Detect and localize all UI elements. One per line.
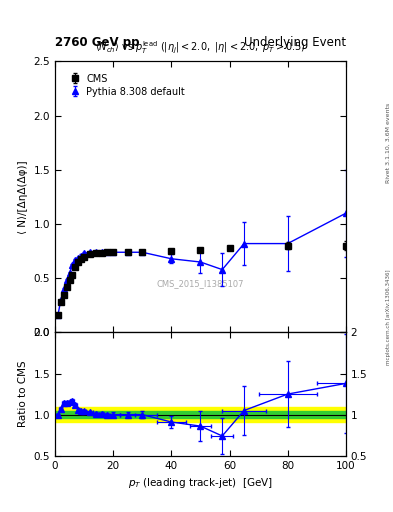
Legend: CMS, Pythia 8.308 default: CMS, Pythia 8.308 default bbox=[66, 72, 187, 98]
Y-axis label: Ratio to CMS: Ratio to CMS bbox=[18, 361, 28, 428]
Y-axis label: ⟨ N⟩/[ΔηΔ(Δφ)]: ⟨ N⟩/[ΔηΔ(Δφ)] bbox=[18, 160, 28, 234]
Bar bbox=[55, 411, 346, 418]
Text: CMS_2015_I1385107: CMS_2015_I1385107 bbox=[157, 279, 244, 288]
X-axis label: $p_T$ (leading track-jet)  [GeV]: $p_T$ (leading track-jet) [GeV] bbox=[128, 476, 273, 490]
Text: Underlying Event: Underlying Event bbox=[244, 36, 346, 49]
Text: mcplots.cern.ch [arXiv:1306.3436]: mcplots.cern.ch [arXiv:1306.3436] bbox=[386, 270, 391, 365]
Text: Rivet 3.1.10, 3.6M events: Rivet 3.1.10, 3.6M events bbox=[386, 103, 391, 183]
Text: 2760 GeV pp: 2760 GeV pp bbox=[55, 36, 140, 49]
Bar bbox=[55, 407, 346, 422]
Text: $\langle N_{ch}\rangle$ vs $p_T^{\rm lead}$ ($|\eta_j|{<}2.0,\ |\eta|{<}2.0,\ p_: $\langle N_{ch}\rangle$ vs $p_T^{\rm lea… bbox=[95, 39, 306, 56]
